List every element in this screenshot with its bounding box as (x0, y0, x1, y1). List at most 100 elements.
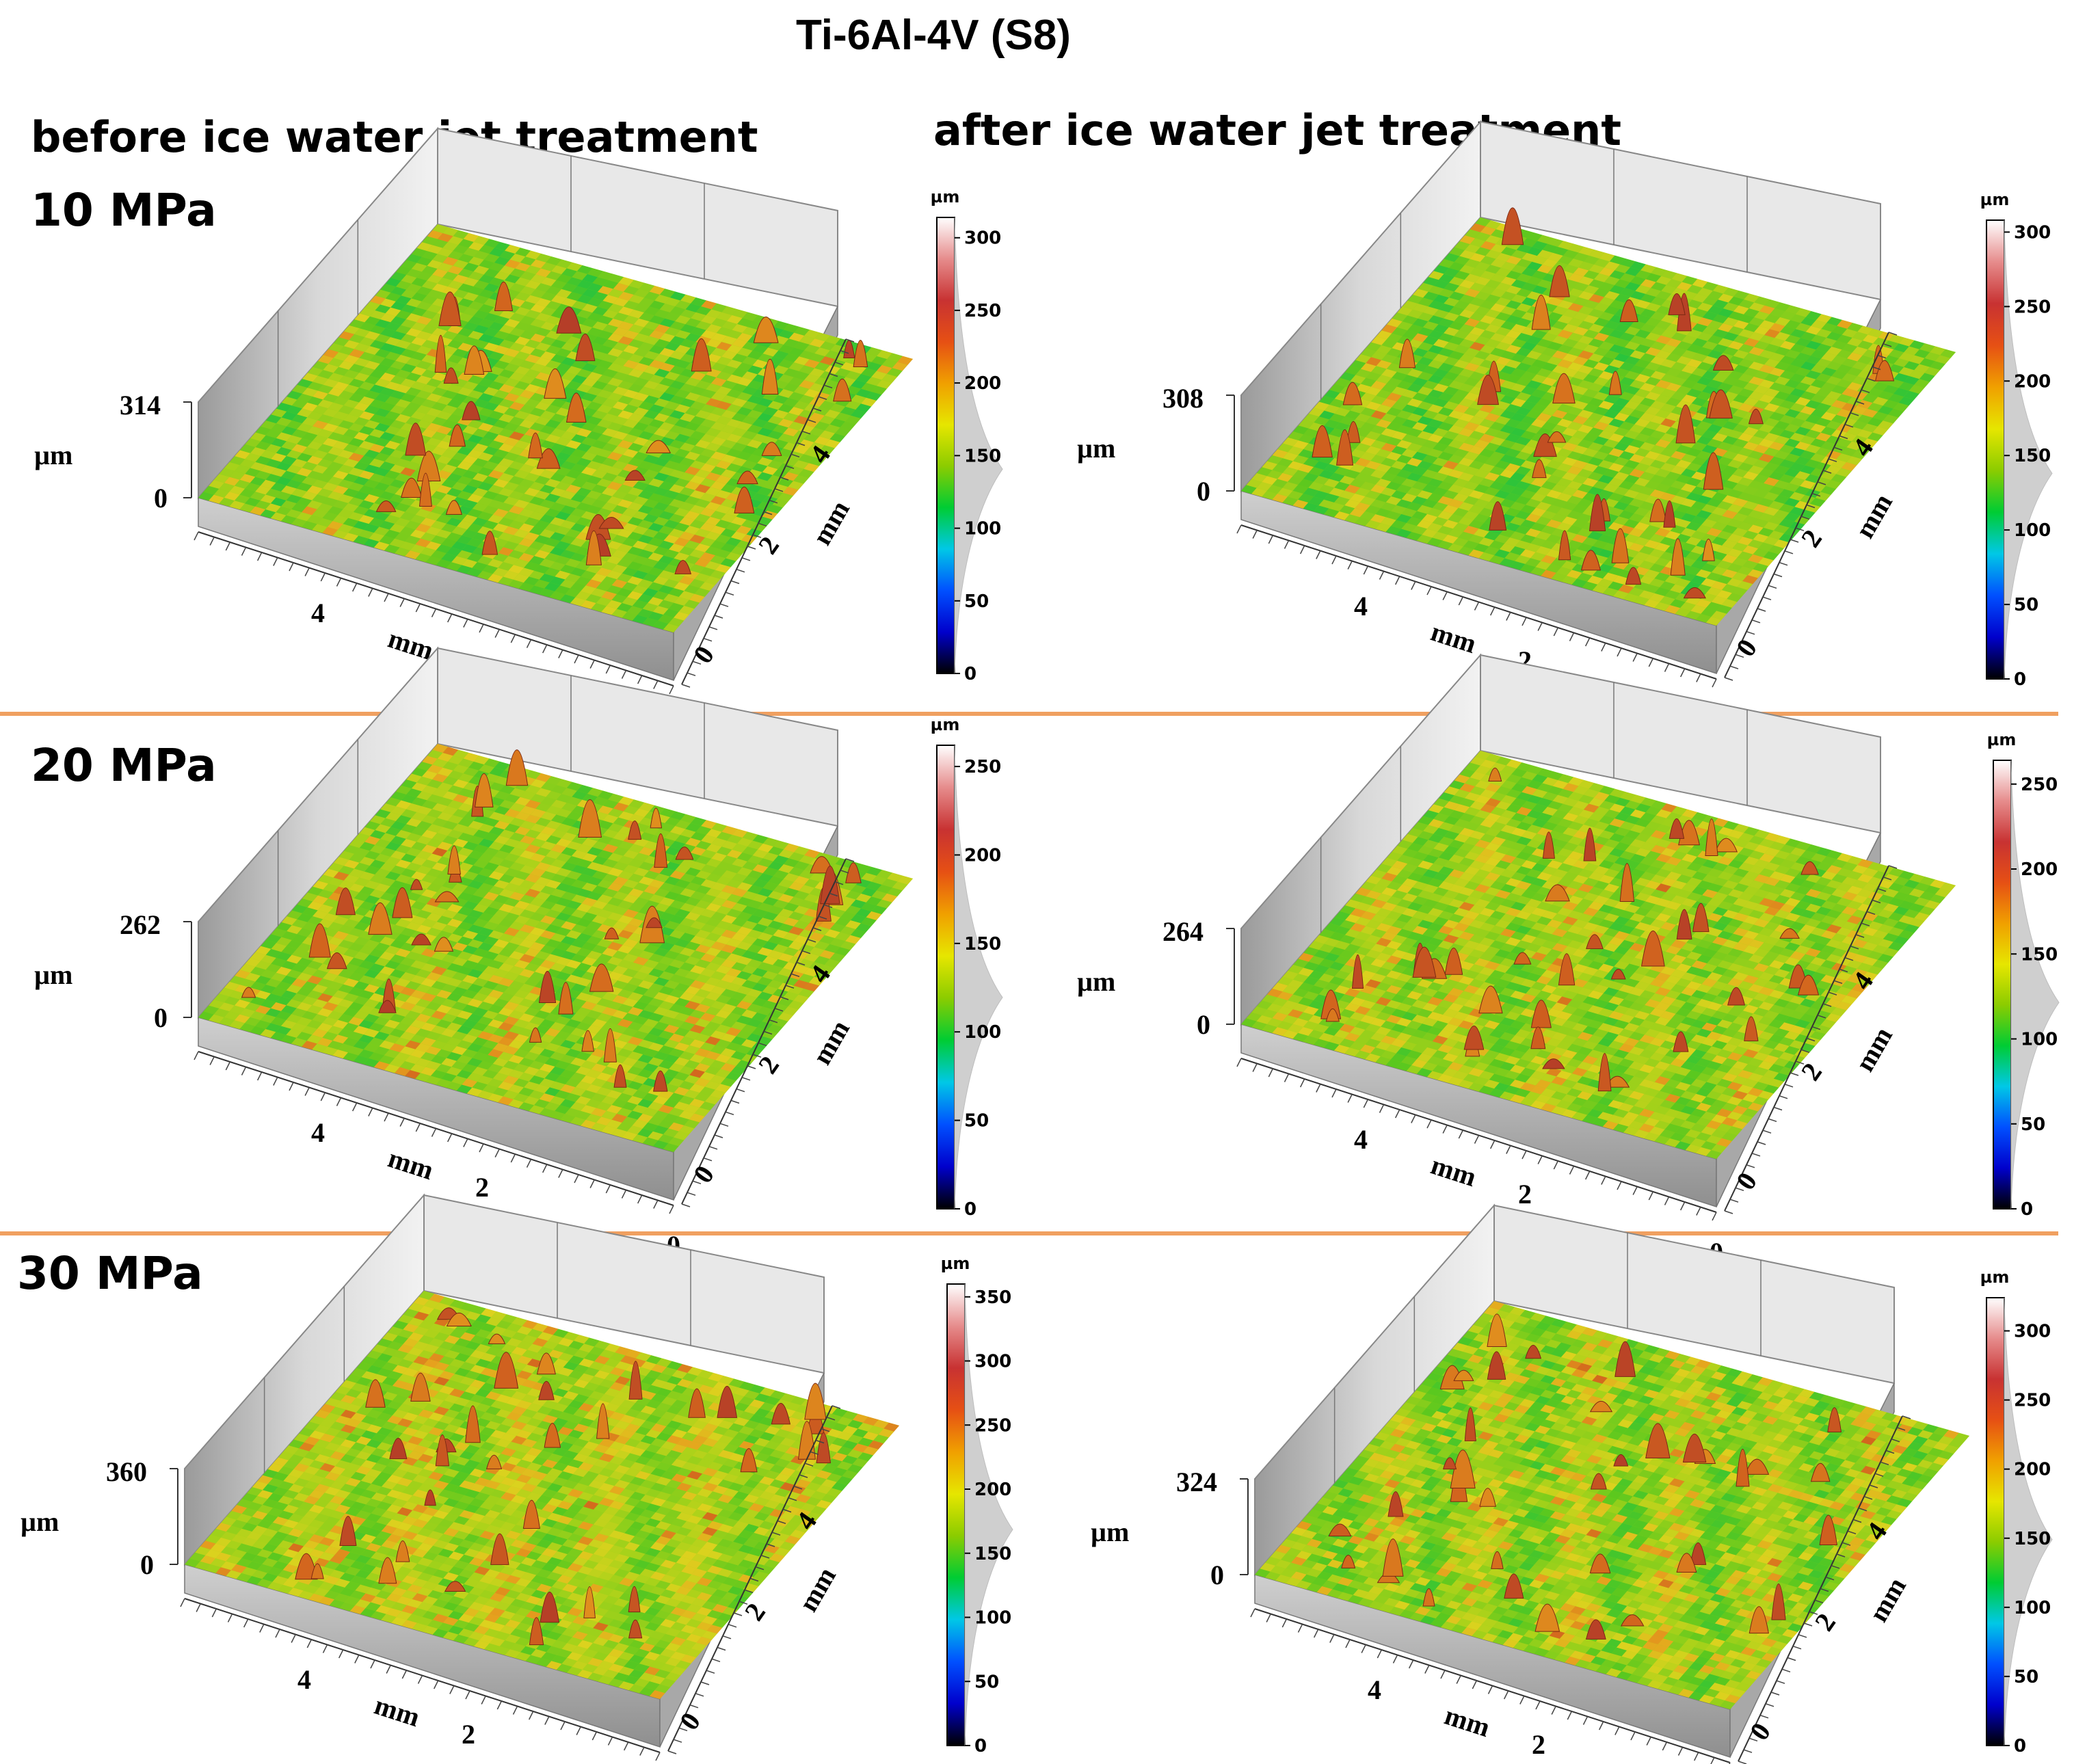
x-axis-tick (589, 1179, 595, 1188)
colorbar-tick-label: 200 (964, 845, 1001, 866)
y-axis-tick (845, 858, 855, 862)
y-axis-tick (780, 477, 789, 481)
x-axis-tick (1284, 1073, 1290, 1082)
x-axis-tick (1440, 1670, 1446, 1679)
surface-peaks (1328, 1313, 1842, 1640)
y-axis-tick (785, 465, 795, 469)
x-axis-tick (1696, 1207, 1701, 1216)
x-axis-tick (496, 1700, 503, 1710)
y-axis-tick (1724, 1210, 1733, 1214)
y-axis-tick (1729, 1199, 1739, 1203)
colorbar-unit: µm (931, 715, 960, 734)
x-axis-label: mm (1441, 1700, 1493, 1743)
y-axis-tick (812, 927, 822, 931)
y-axis-tick (1858, 1507, 1868, 1512)
y-axis-tick (1883, 343, 1892, 347)
x-tick-label: 2 (462, 1719, 475, 1750)
x-axis-tick (259, 1624, 265, 1633)
x-axis-label: mm (1427, 616, 1480, 659)
x-axis-tick (558, 1169, 563, 1178)
y-axis-tick (1773, 573, 1783, 578)
y-axis-tick (711, 1658, 721, 1663)
y-axis-tick (769, 1019, 778, 1024)
x-axis-tick (1363, 565, 1369, 575)
y-axis-tick (692, 660, 702, 665)
y-axis-tick (695, 1693, 704, 1697)
x-axis-tick (415, 1123, 421, 1132)
y-axis-tick (1795, 527, 1805, 531)
y-axis-tick (703, 1157, 713, 1162)
x-axis-tick (465, 1690, 470, 1700)
y-axis-tick (706, 1670, 715, 1674)
colorbar: µm 0 50 100 150 200 250 300 350 (941, 1254, 1013, 1756)
x-axis-tick (304, 1087, 310, 1096)
y-axis-tick (714, 615, 723, 619)
colorbar-histogram (954, 217, 1003, 674)
x-axis-tick (1252, 1063, 1258, 1072)
x-axis-tick (589, 660, 595, 669)
x-axis-tick (225, 1061, 231, 1071)
y-axis-tick (1844, 957, 1854, 961)
y-axis-tick (741, 1077, 751, 1081)
y-axis-tick (736, 568, 745, 573)
colorbar-tick-label: 100 (2021, 1030, 2058, 1050)
x-axis-tick (1442, 1125, 1448, 1134)
x-axis-tick (1664, 663, 1670, 672)
y-axis-tick (1817, 481, 1826, 485)
y-axis-tick (739, 1601, 748, 1605)
y-axis-tick (1866, 911, 1876, 916)
x-axis-tick (1392, 1655, 1398, 1663)
y-axis-tick (829, 373, 838, 377)
colorbar-unit: µm (1980, 1268, 2010, 1287)
y-axis-tick (1833, 446, 1843, 451)
x-axis-tick (194, 1051, 199, 1060)
x-axis-tick (1632, 653, 1638, 662)
x-axis-tick (639, 1747, 645, 1756)
colorbar-tick-label: 50 (2014, 1667, 2038, 1687)
pressure-label: 30 MPa (17, 1247, 203, 1300)
colorbar-tick-label: 300 (2014, 1322, 2051, 1342)
x-axis-tick (384, 1112, 389, 1122)
x-axis-tick (1236, 1058, 1242, 1067)
y-axis-tick (801, 430, 811, 435)
y-axis-tick (1850, 412, 1859, 416)
y-axis-tick (807, 419, 816, 423)
y-axis-tick (1738, 1761, 1747, 1764)
y-axis-tick (728, 1624, 737, 1628)
x-tick-label: 2 (1518, 1179, 1532, 1210)
x-axis-tick (1569, 1166, 1575, 1175)
y-axis-tick (1790, 1072, 1799, 1076)
y-axis-tick (717, 1646, 726, 1651)
surface-panel-before: 3140µm024mm024mm (34, 126, 913, 741)
y-axis-tick (760, 1555, 770, 1559)
y-tick-label: 2 (1809, 1607, 1842, 1636)
x-tick-label: 2 (1532, 1729, 1545, 1760)
y-axis-tick (1735, 1187, 1744, 1192)
y-axis-tick (1768, 585, 1777, 589)
x-axis-tick (417, 1675, 423, 1684)
colorbar-unit: µm (941, 1254, 970, 1273)
x-axis-tick (1347, 1094, 1353, 1103)
colorbar-tick-label: 0 (964, 664, 976, 684)
x-axis-tick (273, 557, 278, 566)
colorbar-tick-label: 250 (2021, 775, 2058, 795)
y-axis-tick (1825, 1576, 1835, 1581)
x-axis-tick (544, 1716, 550, 1725)
x-axis-tick (605, 665, 611, 674)
x-tick-label: 4 (297, 1664, 311, 1695)
x-axis-tick (1313, 1629, 1319, 1638)
colorbar-tick-label: 250 (2014, 1391, 2051, 1411)
y-axis-tick (1795, 1060, 1805, 1065)
x-axis-tick (1584, 637, 1591, 647)
figure-title: Ti-6Al-4V (S8) (796, 12, 1071, 59)
y-axis-tick (793, 1486, 803, 1490)
x-axis-tick (558, 650, 563, 658)
x-axis-tick (1601, 643, 1606, 652)
x-axis-tick (1614, 1726, 1620, 1735)
surface-panel-after: 3080µm024mm024mm (1077, 120, 1956, 734)
y-axis-tick (744, 1589, 754, 1594)
y-axis-tick (687, 672, 696, 676)
y-axis-tick (1866, 377, 1876, 382)
colorbar-gradient (1986, 219, 2005, 680)
colorbar-tick-label: 150 (2014, 446, 2051, 466)
